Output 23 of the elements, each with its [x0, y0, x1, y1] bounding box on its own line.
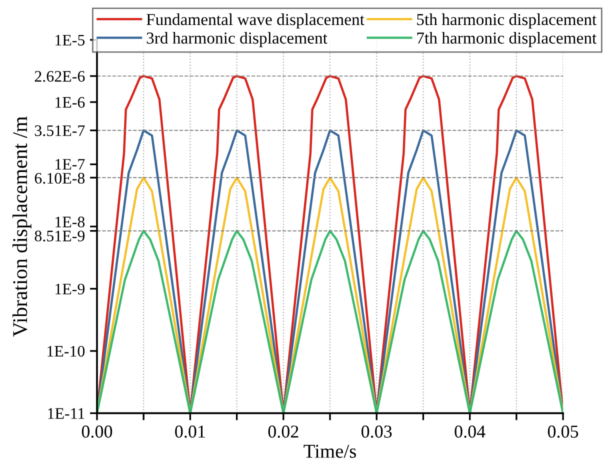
y-tick-label: 8.51E-9 [34, 230, 85, 242]
y-tick-label: 1E-10 [48, 346, 85, 357]
y-axis-title: Vibration displacement /m [12, 116, 32, 337]
legend-label: Fundamental wave displacement [146, 13, 364, 29]
x-tick-label: 0.02 [268, 426, 298, 438]
y-tick-label: 1E-9 [56, 284, 85, 294]
legend-label: 3rd harmonic displacement [146, 32, 328, 48]
x-tick-label: 0.05 [548, 426, 578, 438]
y-tick-label: 1E-6 [56, 97, 85, 108]
y-tick-label: 1E-8 [56, 216, 85, 228]
x-tick-label: 0.04 [454, 426, 486, 438]
y-tick-label: 6.10E-8 [34, 172, 85, 184]
legend-label: 7th harmonic displacement [417, 32, 597, 48]
x-axis-title: Time/s [304, 444, 356, 458]
y-tick-label: 1E-7 [56, 158, 85, 170]
x-tick-label: 0.00 [82, 426, 112, 438]
y-tick-label: 1E-5 [56, 34, 85, 46]
y-tick-label: 1E-11 [48, 408, 84, 419]
y-tick-label: 2.62E-6 [34, 71, 85, 82]
y-tick-label: 3.51E-7 [34, 125, 85, 136]
legend-label: 5th harmonic displacement [417, 13, 597, 29]
x-tick-label: 0.01 [175, 426, 205, 438]
x-tick-label: 0.03 [362, 426, 392, 438]
